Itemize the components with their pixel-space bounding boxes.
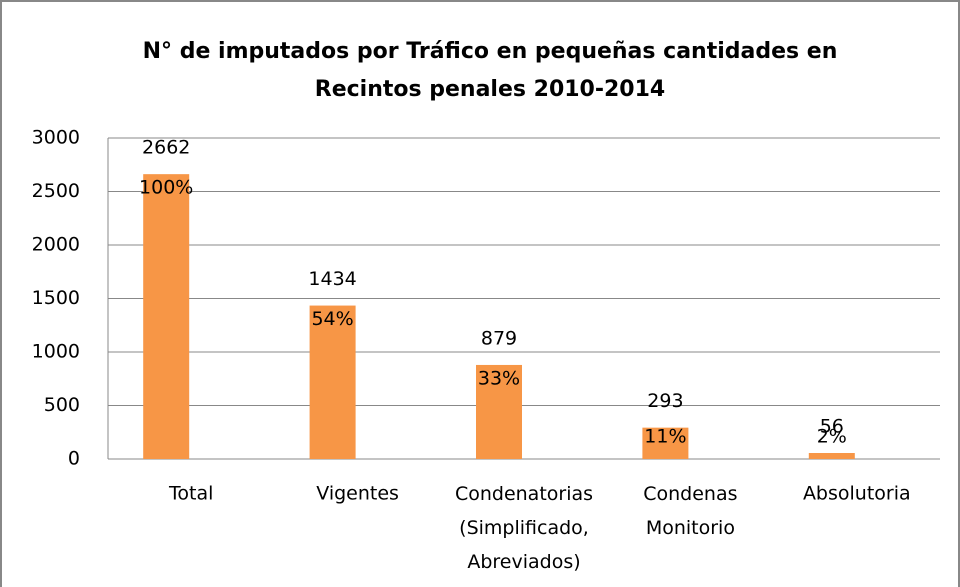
x-tick-label: Absolutoria xyxy=(803,483,911,505)
data-label: 2662 xyxy=(142,137,190,159)
chart-title: Recintos penales 2010-2014 xyxy=(315,77,665,102)
y-tick-label: 0 xyxy=(68,448,80,470)
y-tick-label: 2000 xyxy=(32,234,80,256)
annotation: 33% xyxy=(478,367,520,389)
bar xyxy=(309,305,356,459)
bar xyxy=(808,453,855,459)
x-tick-label: Condenas Monitorio xyxy=(643,483,737,539)
x-tick-label: Total xyxy=(168,483,213,505)
data-label: 293 xyxy=(647,390,683,412)
bar xyxy=(143,174,190,459)
bar xyxy=(476,364,522,459)
y-tick-label: 2500 xyxy=(32,180,80,202)
y-tick-label: 1500 xyxy=(32,287,80,309)
data-label: 1434 xyxy=(308,268,356,290)
x-tick-label: Condenatorias (Simplificado, Abreviados) xyxy=(455,483,593,573)
y-tick-label: 3000 xyxy=(32,127,80,149)
y-tick-label: 500 xyxy=(44,394,80,416)
x-tick-label: Vigentes xyxy=(316,483,399,505)
annotation: 54% xyxy=(311,308,353,330)
annotation: 2% xyxy=(817,426,847,448)
data-label: 56 xyxy=(820,416,844,438)
y-tick-label: 1000 xyxy=(32,341,80,363)
annotation: 100% xyxy=(139,177,193,199)
annotation: 11% xyxy=(644,426,686,448)
bar xyxy=(642,427,689,459)
chart-title: N° de imputados por Tráfico en pequeñas … xyxy=(143,39,838,64)
data-label: 879 xyxy=(481,327,517,349)
